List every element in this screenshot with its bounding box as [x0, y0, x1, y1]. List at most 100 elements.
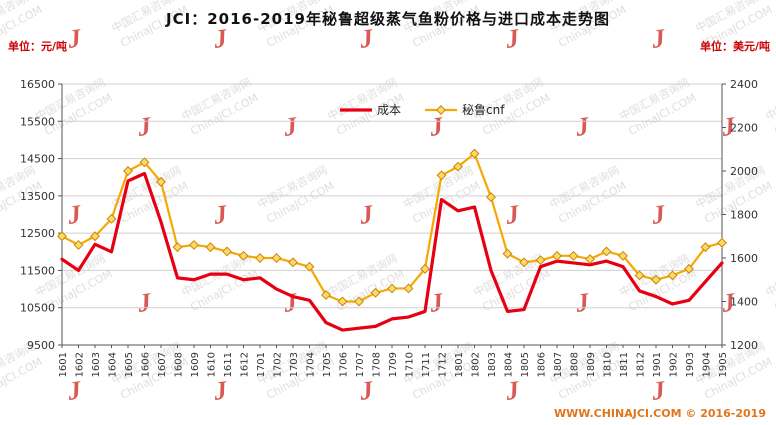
diamond-marker — [535, 255, 546, 266]
x-axis-tick-label: 1704 — [306, 352, 317, 377]
legend-label: 秘鲁cnf — [462, 103, 505, 117]
x-axis-tick-label: 1705 — [322, 352, 333, 377]
diamond-marker — [139, 157, 150, 168]
legend-diamond-marker — [436, 105, 446, 115]
footer-website-credit: WWW.CHINAJCI.COM © 2016-2019 — [553, 407, 766, 420]
x-axis-tick-label: 1805 — [520, 352, 531, 377]
diamond-marker — [73, 240, 84, 250]
diamond-marker — [634, 270, 645, 281]
diamond-marker — [618, 250, 628, 261]
x-axis-tick-label: 1605 — [124, 352, 135, 377]
left-axis-tick-label: 16500 — [20, 78, 55, 91]
diamond-marker — [651, 274, 661, 285]
x-axis-tick-label: 1607 — [157, 352, 168, 377]
x-axis-tick-label: 1602 — [75, 352, 86, 377]
diamond-marker — [123, 166, 133, 176]
x-axis-tick-label: 1608 — [174, 352, 185, 377]
x-axis-tick-label: 1710 — [405, 352, 416, 377]
diamond-marker — [700, 242, 711, 253]
x-axis-tick-label: 1807 — [553, 352, 564, 377]
series-line-成本 — [60, 171, 724, 332]
chart-title: JCI：2016-2019年秘鲁超级蒸气鱼粉价格与进口成本走势图 — [166, 10, 610, 28]
diamond-marker — [585, 254, 595, 265]
diamond-marker — [684, 263, 694, 274]
diamond-marker — [205, 242, 216, 253]
diamond-marker — [420, 263, 430, 274]
x-axis-tick-label: 1601 — [58, 352, 69, 377]
diamond-marker — [717, 237, 727, 248]
diamond-marker — [601, 246, 612, 257]
diamond-marker — [552, 250, 562, 261]
x-axis-tick-label: 1604 — [108, 352, 119, 377]
diamond-marker — [222, 246, 232, 257]
right-axis-tick-label: 1600 — [730, 252, 758, 265]
diamond-marker — [436, 170, 447, 181]
left-axis-tick-label: 13500 — [20, 190, 55, 203]
legend-label: 成本 — [377, 103, 401, 117]
diamond-marker — [403, 283, 414, 294]
diamond-marker — [106, 213, 117, 224]
diamond-marker — [156, 176, 166, 187]
diamond-marker — [453, 161, 463, 172]
diamond-marker — [486, 192, 496, 203]
x-axis-tick-label: 1707 — [355, 352, 366, 377]
x-axis-tick-label: 1810 — [603, 352, 614, 377]
x-axis-tick-label: 1905 — [718, 352, 729, 377]
x-axis-tick-label: 1812 — [636, 352, 647, 377]
x-axis-tick-label: 1609 — [190, 352, 201, 377]
diamond-marker — [238, 250, 249, 261]
x-axis-tick-label: 1901 — [652, 352, 663, 377]
left-axis-tick-label: 15500 — [20, 115, 55, 128]
diamond-marker — [321, 290, 331, 300]
x-axis-tick-label: 1708 — [372, 352, 383, 377]
x-axis-tick-label: 1904 — [702, 352, 713, 377]
diamond-marker — [354, 296, 364, 307]
x-axis-tick-label: 1806 — [537, 352, 548, 377]
x-axis-tick-label: 1804 — [504, 352, 515, 377]
diamond-marker — [172, 242, 183, 253]
x-axis-tick-label: 1706 — [339, 352, 350, 377]
diamond-marker — [90, 231, 100, 242]
diamond-marker — [57, 231, 67, 242]
left-axis-tick-label: 10500 — [20, 302, 55, 315]
right-axis-tick-label: 1400 — [730, 296, 758, 309]
diamond-marker — [370, 287, 381, 298]
diamond-marker — [304, 261, 315, 272]
x-axis-tick-label: 1610 — [207, 352, 218, 377]
x-axis-tick-label: 1701 — [256, 352, 267, 377]
right-axis-tick-label: 1800 — [730, 209, 758, 222]
diamond-marker — [337, 296, 348, 307]
x-axis-tick-label: 1612 — [240, 352, 251, 377]
x-axis-tick-label: 1801 — [454, 352, 465, 377]
diamond-marker — [288, 257, 298, 268]
diamond-marker — [387, 283, 397, 294]
x-axis-tick-label: 1802 — [471, 352, 482, 377]
diamond-marker — [255, 253, 265, 263]
right-axis-tick-label: 2200 — [730, 122, 758, 135]
right-axis-tick-label: 1200 — [730, 339, 758, 352]
x-axis-tick-label: 1603 — [91, 352, 102, 377]
left-axis-tick-label: 12500 — [20, 227, 55, 240]
right-axis-unit-label: 单位：美元/吨 — [699, 40, 770, 53]
diamond-marker — [271, 253, 282, 263]
x-axis-tick-label: 1606 — [141, 352, 152, 377]
x-axis-tick-label: 1703 — [289, 352, 300, 377]
x-axis-tick-label: 1809 — [586, 352, 597, 377]
x-axis-tick-label: 1808 — [570, 352, 581, 377]
left-axis-tick-label: 14500 — [20, 153, 55, 166]
x-axis-tick-label: 1902 — [669, 352, 680, 377]
left-axis-tick-label: 11500 — [20, 264, 55, 277]
x-axis-tick-label: 1709 — [388, 352, 399, 377]
right-axis-tick-label: 2400 — [730, 78, 758, 91]
diamond-marker — [469, 148, 480, 159]
left-axis-tick-label: 9500 — [27, 339, 55, 352]
x-axis-tick-label: 1711 — [421, 352, 432, 377]
diamond-marker — [189, 240, 199, 250]
x-axis-tick-label: 1803 — [487, 352, 498, 377]
diamond-marker — [519, 257, 529, 268]
x-axis-tick-label: 1702 — [273, 352, 284, 377]
diamond-marker — [502, 248, 513, 259]
left-axis-unit-label: 单位：元/吨 — [8, 40, 68, 53]
